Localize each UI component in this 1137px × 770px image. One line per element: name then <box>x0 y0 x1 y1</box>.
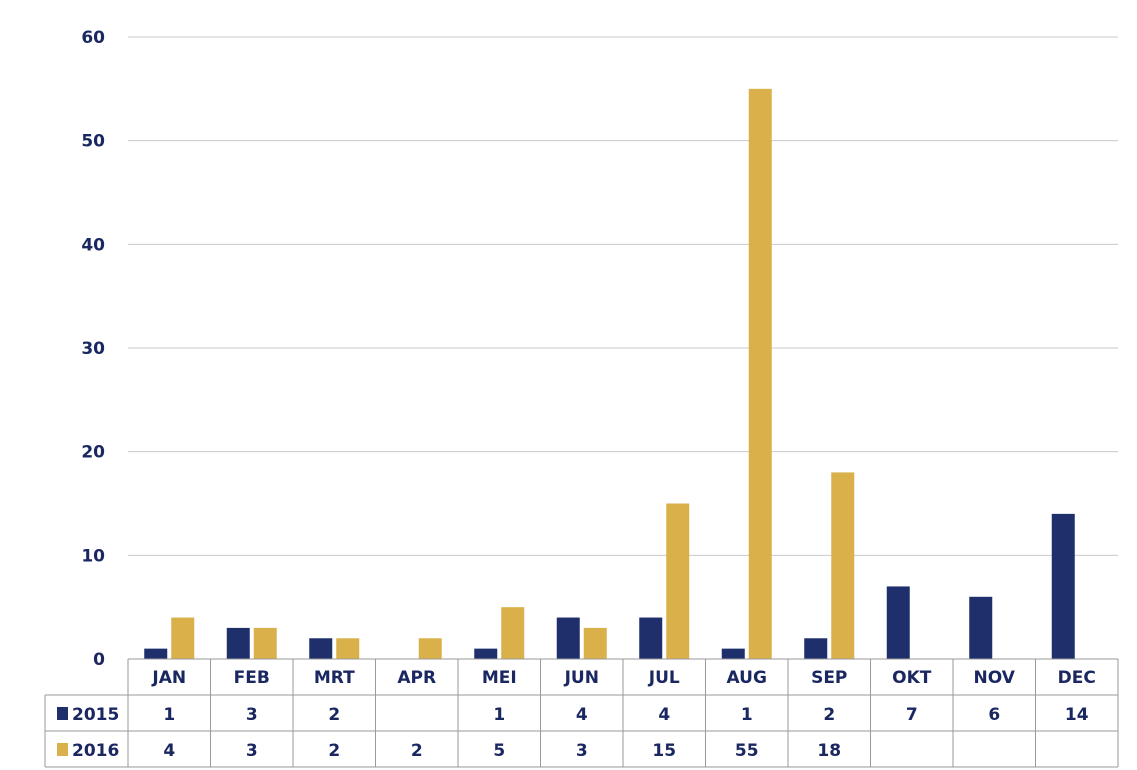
y-tick-label: 60 <box>81 28 105 48</box>
x-tick-label: JUL <box>648 668 680 688</box>
bar-2016-mei <box>501 607 525 659</box>
data-label: 15 <box>652 741 676 761</box>
gridlines <box>128 36 1118 556</box>
y-tick-label: 30 <box>81 339 105 359</box>
bar-2016-jul <box>666 503 690 659</box>
y-tick-label: 40 <box>81 235 105 255</box>
legend-label: 2016 <box>72 741 119 761</box>
bar-2016-feb <box>253 627 277 659</box>
y-tick-label: 20 <box>81 443 105 463</box>
data-label: 2 <box>411 741 423 761</box>
bar-2015-aug <box>721 648 745 659</box>
x-tick-label: AUG <box>727 668 767 688</box>
bar-2016-jan <box>171 617 195 659</box>
x-tick-label: MEI <box>482 668 517 688</box>
data-label: 1 <box>163 705 175 725</box>
bar-2015-okt <box>886 586 910 659</box>
x-tick-label: JUN <box>564 668 599 688</box>
bar-2015-dec <box>1051 513 1075 659</box>
x-tick-label: MRT <box>314 668 355 688</box>
x-tick-label: SEP <box>811 668 847 688</box>
x-tick-label: FEB <box>234 668 270 688</box>
bar-2015-mei <box>474 648 498 659</box>
x-tick-label: JAN <box>151 668 186 688</box>
y-tick-label: 50 <box>81 132 105 152</box>
data-label: 18 <box>817 741 841 761</box>
x-tick-label: DEC <box>1058 668 1096 688</box>
data-label: 1 <box>493 705 505 725</box>
data-label: 7 <box>906 705 918 725</box>
data-label: 1 <box>741 705 753 725</box>
y-tick-label: 0 <box>93 650 105 670</box>
bar-2015-sep <box>804 638 828 659</box>
legend-label: 2015 <box>72 705 119 725</box>
y-tick-label: 10 <box>81 546 105 566</box>
bar-2015-mrt <box>309 638 333 659</box>
data-label: 5 <box>493 741 505 761</box>
data-label: 2 <box>328 741 340 761</box>
bar-2016-aug <box>748 88 772 660</box>
bar-2016-mrt <box>336 638 360 659</box>
data-label: 3 <box>246 741 258 761</box>
bar-2016-jun <box>583 627 607 659</box>
data-table: JAN FEB MRT APR MEI JUN JUL AUG SEP OKT NOV DEC 2015… <box>44 658 1119 768</box>
bar-2016-sep <box>831 472 855 659</box>
data-label: 3 <box>246 705 258 725</box>
bar-2015-nov <box>969 596 993 659</box>
data-label: 4 <box>163 741 175 761</box>
legend-swatch-2015 <box>57 707 68 720</box>
data-label: 2 <box>328 705 340 725</box>
bar-2015-jan <box>144 648 168 659</box>
data-label: 6 <box>988 705 1000 725</box>
x-tick-label: NOV <box>974 668 1016 688</box>
x-tick-label: OKT <box>892 668 932 688</box>
data-label: 4 <box>576 705 588 725</box>
bar-2015-feb <box>226 627 250 659</box>
y-axis-ticks: 0 10 20 30 40 50 60 <box>81 28 105 670</box>
data-label: 4 <box>658 705 670 725</box>
x-tick-label: APR <box>397 668 436 688</box>
bar-2016-apr <box>418 638 442 659</box>
data-label: 55 <box>735 741 759 761</box>
data-label: 2 <box>823 705 835 725</box>
data-label: 3 <box>576 741 588 761</box>
bar-2015-jun <box>556 617 580 659</box>
bar-2015-jul <box>639 617 663 659</box>
bars <box>144 88 1075 660</box>
data-label: 14 <box>1065 705 1089 725</box>
legend-swatch-2016 <box>57 743 68 756</box>
